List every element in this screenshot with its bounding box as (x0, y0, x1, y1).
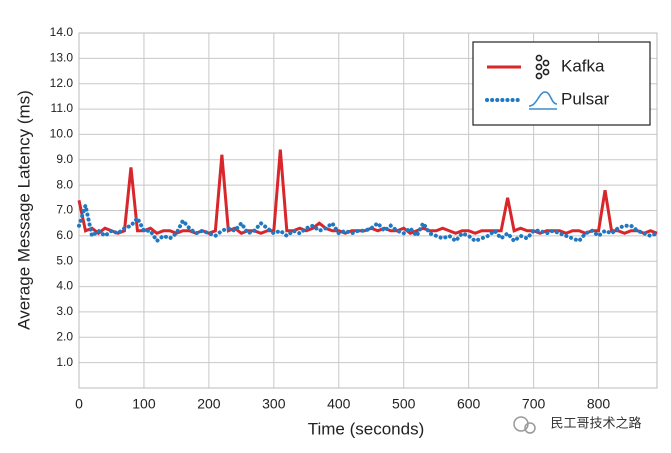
y-tick-label: 11.0 (51, 101, 74, 115)
legend-box (472, 41, 651, 126)
x-tick-label: 200 (197, 396, 221, 412)
series-line (77, 149, 658, 236)
x-tick-label: 800 (587, 396, 611, 412)
series-line (77, 197, 659, 244)
y-tick-label: 6.0 (56, 228, 73, 242)
y-tick-label: 10.0 (50, 127, 74, 141)
y-tick-label: 1.0 (56, 355, 73, 369)
x-tick-label: 500 (392, 396, 416, 412)
watermark-icon (513, 416, 536, 434)
y-tick-label: 4.0 (56, 279, 73, 293)
y-tick-label: 12.0 (50, 76, 74, 90)
x-tick-label: 300 (262, 396, 286, 412)
legend-icon (535, 54, 550, 80)
y-axis-label: Average Message Latency (ms) (14, 90, 33, 330)
legend-icon (528, 91, 558, 110)
y-tick-label: 9.0 (56, 152, 73, 166)
watermark: 民工哥技术之路 (550, 415, 641, 430)
icon-part (528, 91, 558, 110)
icon-part (535, 72, 543, 80)
y-tick-label: 3.0 (56, 304, 73, 318)
y-tick-label: 8.0 (56, 177, 73, 191)
y-tick-label: 13.0 (50, 51, 74, 65)
plot-frame (78, 32, 658, 389)
icon-part (535, 54, 543, 62)
legend-label: Pulsar (561, 89, 610, 108)
legend-label: Kafka (561, 56, 605, 75)
x-tick-label: 100 (132, 396, 156, 412)
y-tick-label: 2.0 (56, 329, 73, 343)
x-tick-label: 400 (327, 396, 351, 412)
x-tick-label: 0 (75, 396, 83, 412)
y-tick-label: 14.0 (50, 25, 74, 39)
y-tick-label: 7.0 (56, 203, 73, 217)
y-tick-label: 5.0 (56, 253, 73, 267)
x-tick-label: 600 (457, 396, 481, 412)
x-tick-label: 700 (522, 396, 546, 412)
icon-part (542, 59, 550, 67)
icon-part (542, 68, 550, 76)
x-axis-label: Time (seconds) (308, 419, 425, 438)
icon-part (535, 63, 543, 71)
